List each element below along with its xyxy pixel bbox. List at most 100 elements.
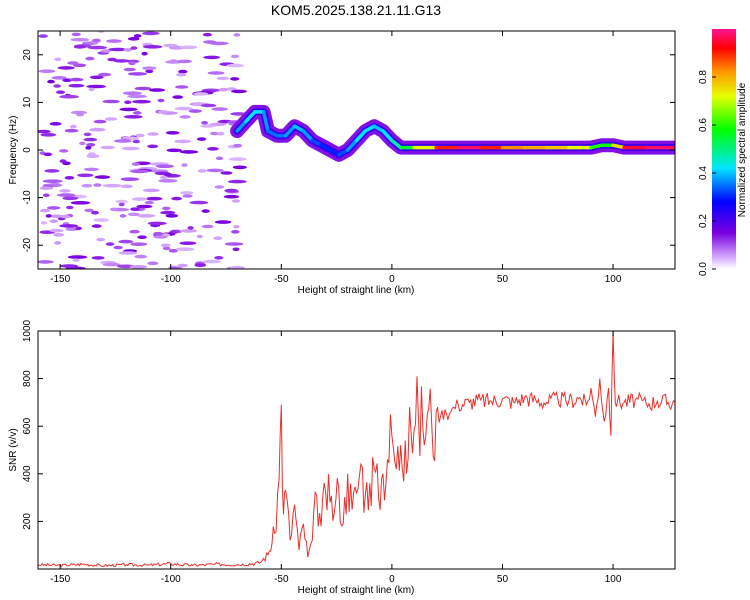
spectrogram-noise-cell xyxy=(157,98,165,103)
spectrogram-noise-cell xyxy=(119,107,138,112)
spectrogram-noise-cell xyxy=(127,212,140,217)
spectrogram-noise-cell xyxy=(142,66,157,70)
spectrogram-noise-cell xyxy=(121,146,140,151)
spectrogram-noise-cell xyxy=(68,83,85,88)
spectrogram-noise-cell xyxy=(175,85,189,89)
spectrogram-y-ticks: -20 -10 0 10 20 xyxy=(22,49,675,253)
spectrogram-noise-cell xyxy=(83,132,92,137)
spectrogram-noise-cell xyxy=(106,39,122,43)
spectrogram-noise-cell xyxy=(216,76,230,81)
spectrogram-noise-cell xyxy=(229,266,245,269)
spectrogram-noise-cell xyxy=(214,185,224,189)
spectrogram-noise-cell xyxy=(123,115,143,119)
colorbar-tick-label: 0.2 xyxy=(698,214,709,228)
colorbar-gradient xyxy=(712,29,736,269)
spectrogram-noise-cell xyxy=(59,159,67,163)
spectrogram-noise-cell xyxy=(216,131,225,136)
spectrogram-noise-cell xyxy=(177,263,188,268)
spectrogram-noise-cell xyxy=(101,49,112,53)
spectrogram-noise-cell xyxy=(59,94,79,99)
spectrogram-noise-cell xyxy=(77,173,94,178)
spectrogram-noise-cell xyxy=(40,221,48,225)
spectrogram-noise-cell xyxy=(193,92,209,96)
y-tick-label: 400 xyxy=(22,465,33,482)
y-tick-label: 0 xyxy=(22,147,33,153)
spectrogram-noise-cell xyxy=(181,163,188,167)
spectrogram-noise-cell xyxy=(203,55,221,60)
spectrogram-noise-cell xyxy=(142,45,163,49)
spectrogram-noise-cell xyxy=(165,131,180,135)
spectrogram-noise-cell xyxy=(179,115,191,119)
spectrogram-noise-cell xyxy=(147,261,159,266)
spectrogram-noise-cell xyxy=(182,194,193,198)
spectrogram-noise-cell xyxy=(38,260,54,264)
spectrogram-noise-cell xyxy=(51,76,67,80)
spectrogram-noise-cell xyxy=(128,61,136,66)
spectrogram-noise-cell xyxy=(67,255,88,259)
spectrogram-noise-cell xyxy=(120,184,133,189)
spectrogram-noise-cell xyxy=(233,33,241,37)
spectrogram-noise-cell xyxy=(179,45,198,50)
spectrogram-noise-cell xyxy=(62,196,79,201)
spectrogram-noise-cell xyxy=(158,179,178,183)
x-tick-label: 100 xyxy=(605,574,622,585)
spectrogram-noise-cell xyxy=(157,110,169,114)
spectrogram-noise-cell xyxy=(174,106,194,111)
spectrogram-noise-cell xyxy=(141,51,148,56)
spectrogram-noise-cell xyxy=(142,31,160,36)
spectrogram-noise-cell xyxy=(165,214,179,218)
spectrogram-noise-cell xyxy=(70,110,88,115)
spectrogram-noise-cell xyxy=(169,266,181,269)
spectrogram-noise-cell xyxy=(147,144,159,149)
spectrogram-ridge-segment xyxy=(283,124,297,138)
spectrogram-noise-cell xyxy=(131,162,140,166)
y-tick-label: 200 xyxy=(22,513,33,530)
spectrogram-noise-cell xyxy=(137,214,156,218)
spectrogram-noise-cell xyxy=(223,194,240,199)
spectrogram-noise-cell xyxy=(130,207,140,211)
x-tick-label: -150 xyxy=(50,274,70,285)
x-tick-label: -150 xyxy=(50,574,70,585)
colorbar: 0.0 0.2 0.4 0.6 0.8 Normalized spectral ampl… xyxy=(698,29,748,276)
spectrogram-noise-cell xyxy=(194,263,207,268)
spectrogram-ridge-segment xyxy=(244,110,257,124)
spectrogram-noise-cell xyxy=(54,241,61,245)
spectrogram-noise-cell xyxy=(53,84,61,88)
spectrogram-noise-cell xyxy=(213,236,223,240)
spectrogram-noise-cell xyxy=(153,235,168,239)
spectrogram-noise-cell xyxy=(149,88,165,92)
colorbar-tick-label: 0.4 xyxy=(698,166,709,180)
spectrogram-noise-cell xyxy=(132,99,151,104)
spectrogram-noise-cell xyxy=(134,254,148,259)
snr-y-ticks: 200 400 600 800 1000 xyxy=(22,319,675,530)
spectrogram-noise-cell xyxy=(128,72,147,76)
spectrogram-noise-cell xyxy=(113,245,123,250)
spectrogram-noise-cell xyxy=(231,230,240,234)
spectrogram-noise-cell xyxy=(162,206,171,211)
spectrogram-noise-cell xyxy=(67,61,79,65)
y-tick-label: -20 xyxy=(22,238,33,253)
spectrogram-noise-cell xyxy=(180,191,194,195)
spectrogram-noise-cell xyxy=(81,183,93,188)
spectrogram-noise-cell xyxy=(79,141,86,146)
spectrogram-noise-cell xyxy=(102,183,122,188)
spectrogram-noise-cell xyxy=(89,127,106,132)
spectrogram-noise-cell xyxy=(97,31,105,34)
spectrogram-noise-cell xyxy=(42,193,50,198)
spectrogram-noise-cell xyxy=(50,214,64,218)
spectrogram-noise-cell xyxy=(226,87,237,91)
snr-x-label: Height of straight line (km) xyxy=(298,585,415,596)
spectrogram-noise-cell xyxy=(162,246,171,251)
spectrogram-noise-cell xyxy=(147,221,167,226)
spectrogram-noise-cell xyxy=(57,66,75,70)
spectrogram-noise-cell xyxy=(47,206,61,210)
spectrogram-noise-cell xyxy=(207,147,219,151)
spectrogram-noise-cell xyxy=(169,59,178,63)
y-tick-label: 800 xyxy=(22,370,33,387)
spectrogram-noise-cell xyxy=(160,210,176,215)
spectrogram-noise-cell xyxy=(201,224,214,229)
spectrogram-noise-cell xyxy=(196,234,203,239)
spectrogram-noise-cell xyxy=(196,137,207,141)
spectrogram-noise-cell xyxy=(108,47,128,52)
